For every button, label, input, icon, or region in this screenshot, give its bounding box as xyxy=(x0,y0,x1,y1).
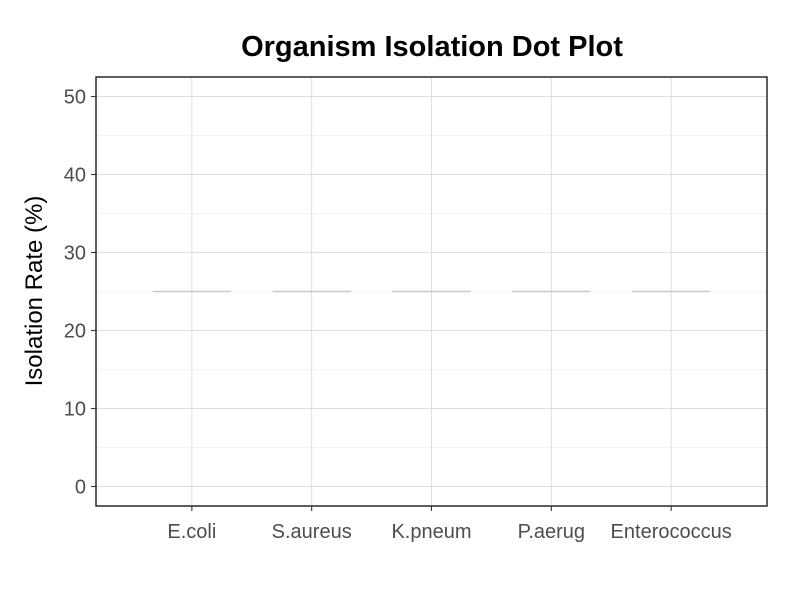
y-tick-label: 50 xyxy=(64,87,86,109)
x-axis: E.coli S.aureus K.pneum P.aerug Enterococcus xyxy=(167,506,732,543)
y-axis-title: Isolation Rate (%) xyxy=(21,196,48,387)
chart-title: Organism Isolation Dot Plot xyxy=(241,31,623,63)
y-axis: 0 10 20 30 40 50 xyxy=(64,87,96,499)
x-tick-label-ecoli: E.coli xyxy=(167,521,216,543)
y-tick-label: 10 xyxy=(64,399,86,421)
x-tick-label-kpneum: K.pneum xyxy=(391,521,471,543)
y-tick-label: 40 xyxy=(64,165,86,187)
y-tick-label: 0 xyxy=(75,477,86,499)
x-tick-label-saureus: S.aureus xyxy=(272,521,352,543)
y-tick-label: 30 xyxy=(64,243,86,265)
x-tick-label-enterococcus: Enterococcus xyxy=(611,521,732,543)
x-tick-label-paerug: P.aerug xyxy=(518,521,585,543)
y-tick-label: 20 xyxy=(64,321,86,343)
